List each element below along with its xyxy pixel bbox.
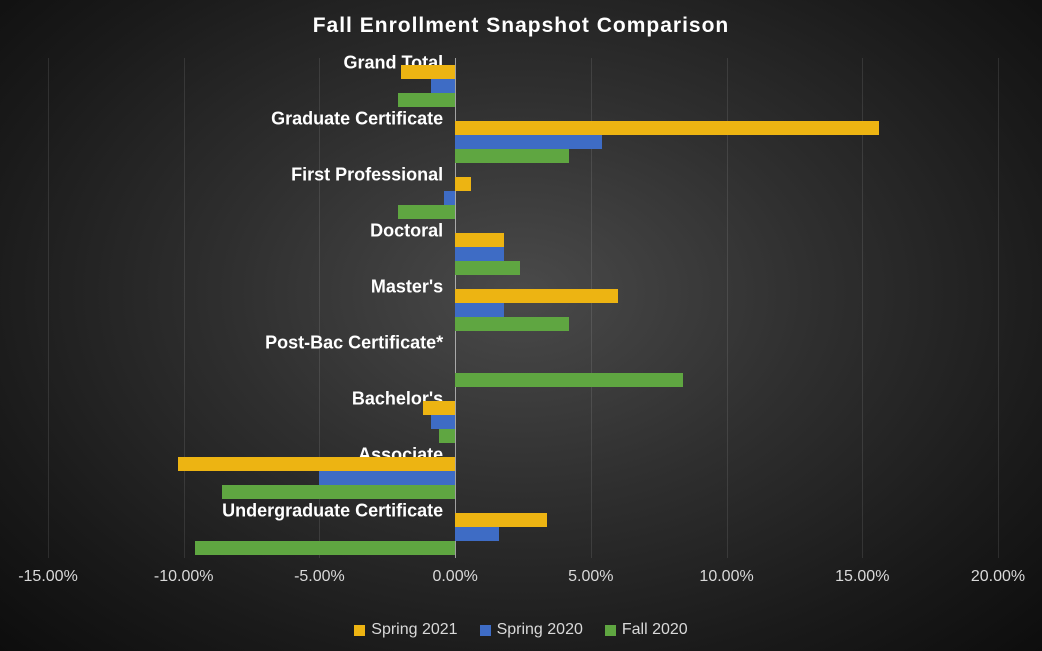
bar <box>444 191 455 205</box>
category-label: Graduate Certificate <box>271 109 443 130</box>
bar <box>455 289 618 303</box>
bar <box>455 527 498 541</box>
legend-swatch <box>354 625 365 636</box>
legend-label: Spring 2020 <box>497 621 583 639</box>
category-label: Master's <box>371 277 443 298</box>
bar <box>455 177 471 191</box>
bar <box>455 135 602 149</box>
category-label: Post-Bac Certificate* <box>265 333 443 354</box>
gridline <box>48 58 49 558</box>
x-tick-label: -10.00% <box>154 568 214 586</box>
gridline <box>998 58 999 558</box>
legend-swatch <box>480 625 491 636</box>
legend-item: Spring 2021 <box>354 621 457 639</box>
category-label: Doctoral <box>370 221 443 242</box>
bar <box>439 429 455 443</box>
bar <box>195 541 456 555</box>
legend-item: Fall 2020 <box>605 621 688 639</box>
bar <box>178 457 455 471</box>
x-tick-label: 10.00% <box>699 568 753 586</box>
x-tick-label: 20.00% <box>971 568 1025 586</box>
legend-swatch <box>605 625 616 636</box>
chart-title: Fall Enrollment Snapshot Comparison <box>0 14 1042 38</box>
gridline <box>184 58 185 558</box>
bar <box>455 121 878 135</box>
bar <box>455 317 569 331</box>
category-label: Undergraduate Certificate <box>222 501 443 522</box>
bar <box>319 471 455 485</box>
bar <box>455 513 547 527</box>
bar <box>401 65 455 79</box>
bar <box>431 79 455 93</box>
bar <box>455 373 683 387</box>
bar <box>455 233 504 247</box>
x-tick-label: 0.00% <box>432 568 477 586</box>
bar <box>423 401 456 415</box>
legend-label: Spring 2021 <box>371 621 457 639</box>
bar <box>398 93 455 107</box>
x-tick-label: -5.00% <box>294 568 345 586</box>
bar <box>455 247 504 261</box>
x-tick-label: 15.00% <box>835 568 889 586</box>
chart-container: Fall Enrollment Snapshot Comparison -15.… <box>0 0 1042 651</box>
plot-area: -15.00%-10.00%-5.00%0.00%5.00%10.00%15.0… <box>48 58 998 558</box>
bar <box>398 205 455 219</box>
bar <box>222 485 455 499</box>
x-tick-label: 5.00% <box>568 568 613 586</box>
bar <box>431 415 455 429</box>
legend-item: Spring 2020 <box>480 621 583 639</box>
legend-label: Fall 2020 <box>622 621 688 639</box>
legend: Spring 2021 Spring 2020 Fall 2020 <box>0 621 1042 639</box>
bar <box>455 303 504 317</box>
x-tick-label: -15.00% <box>18 568 78 586</box>
bar <box>455 149 569 163</box>
category-label: First Professional <box>291 165 443 186</box>
bar <box>455 261 520 275</box>
